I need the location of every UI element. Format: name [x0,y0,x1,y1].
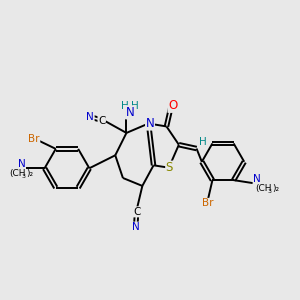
Text: N: N [86,112,94,122]
Text: H: H [199,137,206,147]
Text: N: N [18,159,26,169]
Text: Br: Br [202,198,214,208]
Text: )₂: )₂ [26,169,33,178]
Text: Br: Br [28,134,40,145]
Text: H: H [131,101,139,111]
Text: )₂: )₂ [272,184,279,193]
Text: N: N [146,117,154,130]
Text: H: H [121,101,129,111]
Text: C: C [133,207,140,217]
Text: O: O [168,99,177,112]
Text: (CH: (CH [9,169,26,178]
Text: 3: 3 [22,174,26,179]
Text: (CH: (CH [256,184,272,193]
Text: N: N [253,174,261,184]
Text: C: C [98,116,105,126]
Text: N: N [126,106,134,119]
Text: S: S [166,161,173,174]
Text: N: N [132,222,140,232]
Text: 3: 3 [268,189,272,194]
